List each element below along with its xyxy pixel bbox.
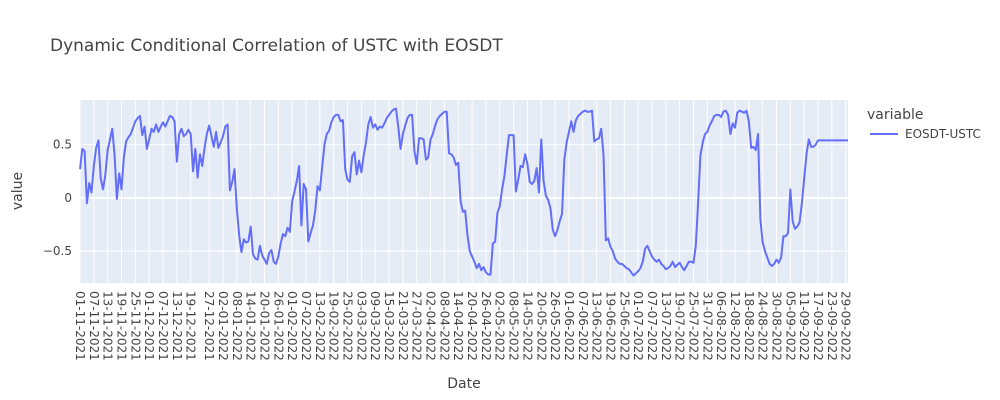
y-tick-label: 0	[64, 191, 72, 205]
x-tick-label: 07-06-2022	[576, 291, 590, 361]
x-tick-label: 17-09-2022	[811, 291, 825, 361]
x-tick-label: 11-09-2022	[797, 291, 811, 361]
x-tick-label: 21-03-2022	[396, 291, 410, 361]
x-tick-label: 08-05-2022	[507, 291, 521, 361]
x-tick-label: 14-05-2022	[520, 291, 534, 361]
x-tick-label: 20-05-2022	[534, 291, 548, 361]
x-tick-label: 09-03-2022	[368, 291, 382, 361]
x-tick-label: 07-07-2022	[645, 291, 659, 361]
x-tick-label: 15-03-2022	[382, 291, 396, 361]
legend[interactable]: variable EOSDT-USTC	[867, 107, 981, 141]
x-tick-label: 19-06-2022	[603, 291, 617, 361]
x-tick-label: 29-09-2022	[839, 291, 853, 361]
x-tick-label: 01-12-2021	[142, 291, 156, 361]
chart-title: Dynamic Conditional Correlation of USTC …	[50, 36, 503, 56]
x-tick-label: 06-08-2022	[714, 291, 728, 361]
x-tick-label: 26-05-2022	[548, 291, 562, 361]
x-gridlines	[79, 100, 847, 283]
x-tick-label: 20-01-2022	[258, 291, 272, 361]
x-tick-label: 14-04-2022	[451, 291, 465, 361]
x-tick-label: 13-02-2022	[313, 291, 327, 361]
x-tick-label: 27-12-2021	[202, 291, 216, 361]
x-tick-label: 13-06-2022	[590, 291, 604, 361]
y-axis-title: value	[10, 172, 26, 210]
x-tick-label: 26-01-2022	[271, 291, 285, 361]
x-tick-label: 19-11-2021	[115, 291, 129, 361]
y-tick-label: −0.5	[43, 244, 72, 258]
y-tick-labels: −0.5 0 0.5	[43, 138, 72, 258]
legend-label-eosdt-ustc[interactable]: EOSDT-USTC	[905, 127, 981, 141]
x-tick-label: 07-11-2021	[87, 291, 101, 361]
x-tick-label: 03-03-2022	[354, 291, 368, 361]
x-tick-label: 31-07-2022	[700, 291, 714, 361]
x-tick-label: 25-11-2021	[128, 291, 142, 361]
x-tick-label: 14-01-2022	[244, 291, 258, 361]
x-tick-label: 19-02-2022	[327, 291, 341, 361]
x-tick-label: 30-08-2022	[770, 291, 784, 361]
x-tick-label: 02-05-2022	[493, 291, 507, 361]
x-tick-label: 07-12-2021	[156, 291, 170, 361]
x-tick-label: 24-08-2022	[756, 291, 770, 361]
x-tick-label: 05-09-2022	[783, 291, 797, 361]
x-tick-label: 26-04-2022	[479, 291, 493, 361]
series-line-eosdt-ustc[interactable]	[79, 107, 848, 277]
x-tick-label: 19-12-2021	[184, 291, 198, 361]
x-tick-labels: 01-11-2021 07-11-2021 13-11-2021 19-11-2021…	[73, 291, 853, 361]
x-tick-label: 01-02-2022	[285, 291, 299, 361]
x-tick-label: 08-04-2022	[437, 291, 451, 361]
x-tick-label: 12-08-2022	[728, 291, 742, 361]
x-tick-label: 02-01-2022	[216, 291, 230, 361]
x-tick-label: 23-09-2022	[825, 291, 839, 361]
x-axis-title: Date	[447, 376, 480, 392]
x-tick-label: 18-08-2022	[742, 291, 756, 361]
x-tick-label: 27-03-2022	[410, 291, 424, 361]
x-tick-label: 25-02-2022	[341, 291, 355, 361]
series-lines	[79, 107, 848, 277]
x-tick-label: 13-11-2021	[101, 291, 115, 361]
x-tick-label: 08-01-2022	[230, 291, 244, 361]
x-tick-label: 13-07-2022	[659, 291, 673, 361]
legend-title: variable	[867, 107, 923, 123]
x-tick-label: 01-06-2022	[562, 291, 576, 361]
x-tick-label: 07-02-2022	[299, 291, 313, 361]
x-tick-label: 20-04-2022	[465, 291, 479, 361]
x-tick-label: 13-12-2021	[170, 291, 184, 361]
x-tick-label: 19-07-2022	[673, 291, 687, 361]
y-gridlines	[80, 144, 848, 252]
x-tick-label: 01-11-2021	[73, 291, 87, 361]
x-tick-label: 25-07-2022	[686, 291, 700, 361]
x-tick-label: 01-07-2022	[631, 291, 645, 361]
y-tick-label: 0.5	[53, 138, 72, 152]
x-tick-label: 25-06-2022	[617, 291, 631, 361]
x-tick-label: 02-04-2022	[424, 291, 438, 361]
